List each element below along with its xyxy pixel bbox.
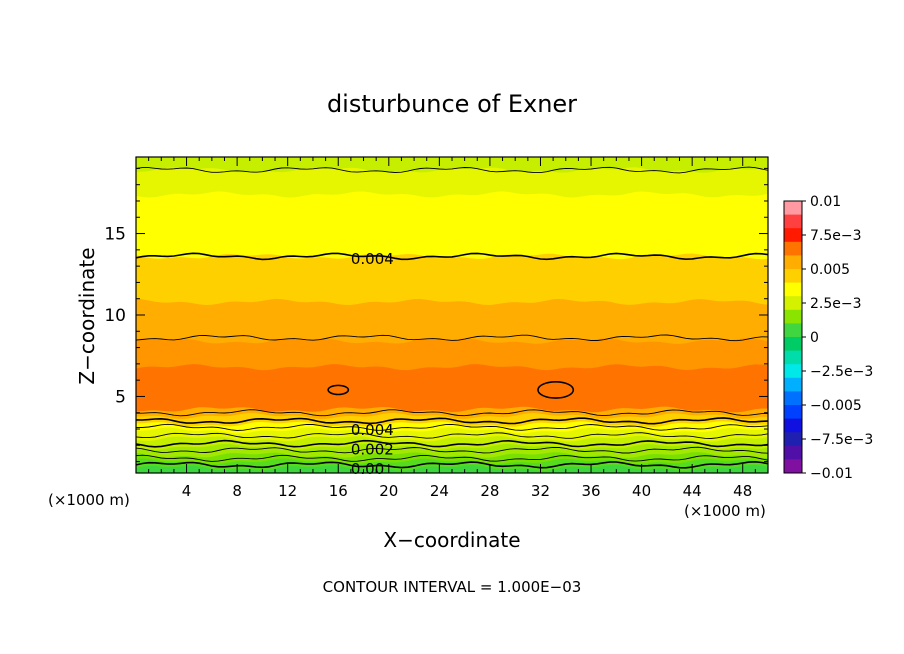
x-tick-label: 20: [379, 482, 398, 500]
contour-label: 0.00: [351, 460, 384, 478]
colorbar-swatch: [784, 350, 802, 365]
x-axis-ticks: 4 8 12 16 20 24 28 32 36 40 44 48: [148, 157, 756, 500]
x-tick-label: 48: [733, 482, 752, 500]
colorbar-swatch: [784, 364, 802, 379]
x-tick-label: 8: [232, 482, 242, 500]
contour-line: [136, 409, 768, 417]
colorbar-swatch: [784, 323, 802, 338]
colorbar-swatch: [784, 418, 802, 433]
contour-line: [136, 423, 768, 431]
colorbar-tick-label: −2.5e−3: [810, 364, 873, 380]
colorbar-swatch: [784, 459, 802, 474]
colorbar-swatch: [784, 214, 802, 229]
contour-lines: [136, 166, 768, 469]
contour-line: [136, 432, 768, 439]
colorbar-swatch: [784, 201, 802, 216]
colorbar-swatch: [784, 269, 802, 284]
contour-label: 0.004: [351, 250, 394, 268]
colorbar-swatch: [784, 391, 802, 406]
contour-interval-footer: CONTOUR INTERVAL = 1.000E−03: [323, 578, 582, 596]
y-axis-label: Z−coordinate: [75, 247, 99, 384]
chart-title: disturbunce of Exner: [327, 90, 577, 118]
color-bands: [136, 157, 768, 473]
colorbar-swatch: [784, 228, 802, 243]
contour-line: [136, 460, 768, 469]
y-axis-ticks: 5 10 15: [104, 167, 768, 463]
colorbar-swatch: [784, 337, 802, 352]
contour-label: 0.002: [351, 441, 394, 459]
colorbar-tick-label: 0.005: [810, 262, 850, 278]
x-tick-label: 16: [329, 482, 348, 500]
colorbar-swatch: [784, 309, 802, 324]
closed-contour: [327, 384, 350, 396]
contour-line: [136, 454, 768, 462]
colorbar-tick-label: −7.5e−3: [810, 432, 873, 448]
x-tick-label: 36: [581, 482, 600, 500]
contour-line: [136, 417, 768, 425]
contour-line: [136, 334, 768, 342]
colorbar-swatch: [784, 405, 802, 420]
colorbar-swatch: [784, 377, 802, 392]
colorbar-swatch: [784, 432, 802, 447]
closed-contour: [537, 380, 575, 399]
contour-line: [136, 252, 768, 261]
colorbar-swatch: [784, 445, 802, 460]
colorbar: 0.01 7.5e−3 0.005 2.5e−3 0 −2.5e−3 −0.005 −7.5e…: [783, 194, 873, 482]
colorbar-tick-label: 2.5e−3: [810, 296, 862, 312]
x-tick-label: 24: [430, 482, 449, 500]
colorbar-tick-label: −0.005: [810, 398, 862, 414]
x-tick-label: 40: [632, 482, 651, 500]
contour-label: 0.004: [351, 421, 394, 439]
colorbar-tick-label: 0: [810, 330, 819, 346]
contour-line: [136, 166, 768, 174]
colorbar-swatch: [784, 255, 802, 270]
x-tick-label: 4: [182, 482, 192, 500]
y-tick-label: 15: [104, 225, 126, 245]
colorbar-tick-label: 0.01: [810, 194, 841, 210]
y-tick-label: 5: [115, 387, 126, 407]
x-tick-label: 44: [683, 482, 702, 500]
x-tick-label: 12: [278, 482, 297, 500]
colorbar-tick-label: 7.5e−3: [810, 228, 862, 244]
colorbar-swatch: [784, 241, 802, 256]
x-tick-label: 28: [480, 482, 499, 500]
x-tick-label: 32: [531, 482, 550, 500]
y-tick-label: 10: [104, 306, 126, 326]
colorbar-swatch: [784, 296, 802, 311]
contour-line: [136, 439, 768, 448]
x-unit-right: (×1000 m): [684, 502, 766, 520]
x-axis-label: X−coordinate: [383, 528, 520, 552]
x-unit-left: (×1000 m): [48, 491, 130, 509]
colorbar-tick-label: −0.01: [810, 466, 853, 482]
contour-line: [136, 446, 768, 454]
colorbar-swatch: [784, 282, 802, 297]
